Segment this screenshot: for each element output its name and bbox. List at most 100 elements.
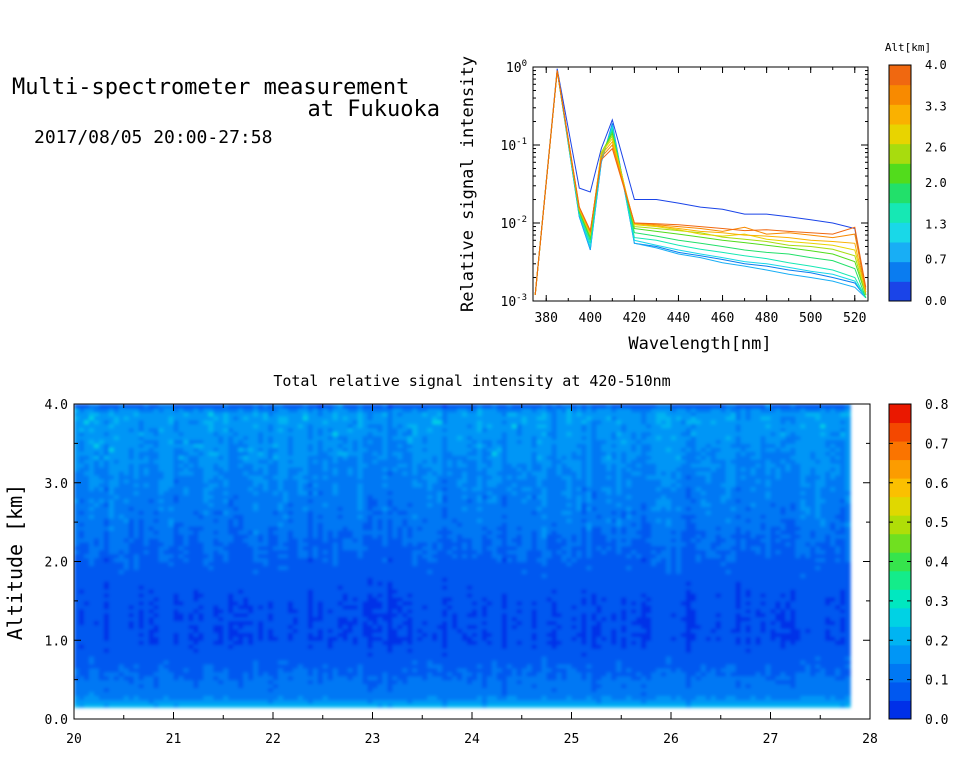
heatmap-cell bbox=[337, 667, 344, 673]
heatmap-cell bbox=[556, 663, 563, 669]
heatmap-cell bbox=[218, 659, 224, 665]
heatmap-cell bbox=[377, 612, 384, 618]
heatmap-cell bbox=[287, 675, 294, 681]
heatmap-cell bbox=[481, 699, 488, 704]
heatmap-cell bbox=[626, 671, 632, 677]
heatmap-cell bbox=[462, 585, 468, 590]
heatmap-cell bbox=[447, 648, 453, 653]
heatmap-cell bbox=[203, 648, 209, 653]
heatmap-cell bbox=[601, 659, 607, 665]
heatmap-cell bbox=[307, 636, 314, 641]
heatmap-cell bbox=[825, 648, 831, 653]
heatmap-cell bbox=[78, 699, 85, 704]
heatmap-cell bbox=[128, 695, 135, 700]
heatmap-cell bbox=[342, 636, 349, 641]
heatmap-cell bbox=[591, 612, 597, 618]
heatmap-cell bbox=[88, 648, 95, 653]
heatmap-cell bbox=[302, 628, 309, 633]
heatmap-cell bbox=[208, 593, 214, 598]
heatmap-cell bbox=[327, 593, 334, 598]
heatmap-cell bbox=[561, 628, 568, 633]
heatmap-cell bbox=[93, 687, 100, 693]
heatmap-cell bbox=[476, 683, 483, 689]
heatmap-cell bbox=[835, 608, 841, 614]
heatmap-cell bbox=[755, 624, 762, 630]
heatmap-cell bbox=[397, 608, 403, 614]
heatmap-cell bbox=[666, 589, 672, 594]
heatmap-cell bbox=[710, 691, 717, 696]
heatmap-cell bbox=[616, 620, 622, 626]
heatmap-cell bbox=[661, 695, 667, 700]
heatmap-cell bbox=[337, 675, 344, 681]
heatmap-cell bbox=[387, 593, 393, 598]
heatmap-cell bbox=[213, 585, 219, 590]
heatmap-cell bbox=[357, 683, 364, 689]
heatmap-cell bbox=[277, 675, 284, 681]
heatmap-cell bbox=[287, 585, 294, 590]
heatmap-cell bbox=[481, 612, 488, 618]
heatmap-cell bbox=[74, 667, 80, 673]
heatmap-cell bbox=[815, 652, 821, 657]
heatmap-cell bbox=[840, 628, 846, 633]
heatmap-cell bbox=[586, 699, 592, 704]
heatmap-cell bbox=[78, 596, 85, 602]
heatmap-cell bbox=[282, 652, 289, 657]
heatmap-cell bbox=[168, 691, 175, 696]
heatmap-cell bbox=[472, 593, 478, 598]
heatmap-cell bbox=[611, 585, 617, 590]
heatmap-cell bbox=[830, 593, 836, 598]
heatmap-cell bbox=[825, 663, 831, 669]
heatmap-cell bbox=[516, 628, 523, 633]
heatmap-cell bbox=[805, 640, 811, 645]
heatmap-cell bbox=[442, 616, 448, 622]
heatmap-cell bbox=[845, 600, 851, 606]
heatmap-cell bbox=[536, 667, 543, 673]
heatmap-cell bbox=[93, 648, 100, 653]
heatmap-cell bbox=[258, 604, 264, 610]
heatmap-cell bbox=[491, 616, 498, 622]
heatmap-cell bbox=[810, 624, 816, 630]
heatmap-cell bbox=[800, 628, 806, 633]
heatmap-cell bbox=[163, 604, 170, 610]
heatmap-cell bbox=[800, 703, 806, 708]
heatmap-cell bbox=[382, 589, 389, 594]
heatmap-cell bbox=[725, 628, 732, 633]
heatmap-cell bbox=[626, 656, 632, 661]
heatmap-cell bbox=[616, 687, 622, 693]
heatmap-cell bbox=[412, 683, 418, 689]
heatmap-cell bbox=[521, 691, 528, 696]
heatmap-cell bbox=[516, 671, 523, 677]
heatmap-cell bbox=[457, 663, 463, 669]
heatmap-cell bbox=[765, 636, 772, 641]
heatmap-cell bbox=[183, 683, 190, 689]
heatmap-cell bbox=[143, 620, 150, 626]
heatmap-cell bbox=[576, 608, 583, 614]
heatmap-cell bbox=[531, 644, 538, 649]
heatmap-cell bbox=[496, 636, 503, 641]
heatmap-cell bbox=[556, 695, 563, 700]
heatmap-cell bbox=[715, 652, 722, 657]
heatmap-cell bbox=[626, 695, 632, 700]
heatmap-cell bbox=[760, 632, 767, 637]
heatmap-cell bbox=[561, 695, 568, 700]
heatmap-cell bbox=[546, 667, 553, 673]
spectrum-colorbar-tick-label: 4.0 bbox=[925, 58, 947, 72]
heatmap-cell bbox=[213, 644, 219, 649]
heatmap-cell bbox=[302, 612, 309, 618]
heatmap-cell bbox=[93, 691, 100, 696]
heatmap-cell bbox=[641, 648, 647, 653]
heatmap-cell bbox=[695, 632, 702, 637]
heatmap-cell bbox=[651, 596, 657, 602]
heatmap-cell bbox=[287, 600, 294, 606]
heatmap-cell bbox=[725, 644, 732, 649]
heatmap-cell bbox=[143, 616, 150, 622]
heatmap-cell bbox=[74, 675, 80, 681]
heatmap-cell bbox=[417, 624, 423, 630]
heatmap-cell bbox=[198, 604, 204, 610]
heatmap-cell bbox=[442, 671, 448, 677]
heatmap-cell bbox=[830, 683, 836, 689]
heatmap-cell bbox=[695, 687, 702, 693]
heatmap-cell bbox=[780, 636, 787, 641]
heatmap-cell bbox=[685, 585, 692, 590]
heatmap-cell bbox=[581, 640, 588, 645]
